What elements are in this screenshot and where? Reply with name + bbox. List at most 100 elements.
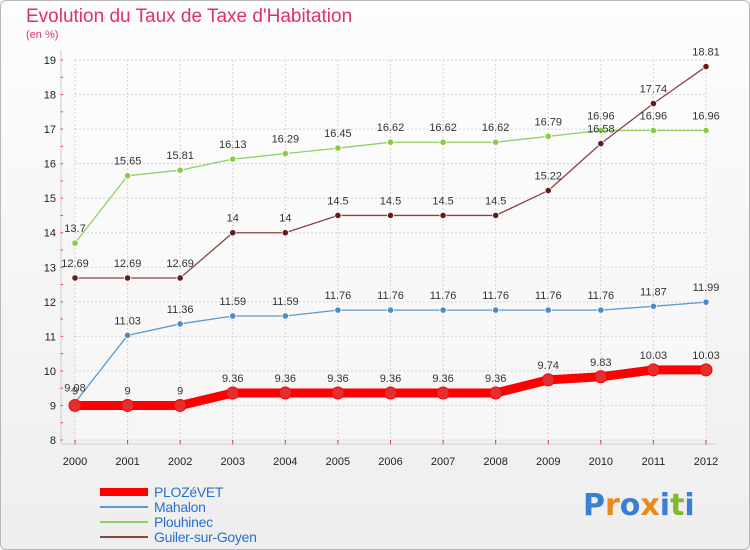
series-1-point-7 (439, 306, 447, 314)
y-tick-label-0: 8 (50, 435, 56, 447)
axes: 8 9 10 11 12 13 14 15 16 17 18 19 2000 2001 2002 2003 20… (44, 50, 718, 468)
series-3-point-8 (492, 211, 500, 220)
series-2-label-11: 16.96 (640, 110, 668, 122)
legend-label-plozevet: PLOZéVET (154, 483, 224, 500)
x-tick-label-7: 2007 (431, 456, 455, 468)
y-tick-label-1: 9 (50, 400, 56, 412)
series-0-label-9: 9.74 (538, 360, 559, 372)
legend-label-guiler: Guiler-sur-Goyen (154, 528, 257, 545)
series-2-label-3: 16.13 (219, 139, 247, 151)
series-2-point-11 (649, 126, 658, 135)
series-1-label-7: 11.76 (430, 290, 457, 302)
series-3-label-7: 14.5 (432, 195, 453, 207)
legend-item-plozevet: PLOZéVET (100, 483, 257, 500)
legend-swatch-plozevet (100, 487, 148, 496)
series-1-point-2 (176, 320, 184, 328)
y-tick-label-2: 10 (44, 366, 56, 378)
series-0-label-12: 10.03 (692, 350, 720, 362)
series-0-point-1 (121, 398, 135, 412)
y-tick-label-7: 15 (44, 193, 56, 205)
series-3-label-2: 12.69 (166, 258, 194, 270)
series-1-point-6 (386, 306, 395, 314)
y-tick-label-3: 11 (45, 331, 56, 343)
series-0-label-11: 10.03 (640, 350, 668, 362)
series-1-label-9: 11.76 (535, 290, 562, 302)
logo-letter-0: P (583, 488, 605, 523)
x-tick-label-2: 2002 (168, 456, 192, 468)
series-3-point-6 (386, 211, 395, 220)
series-3-label-5: 14.5 (327, 195, 348, 207)
series-3-label-8: 14.5 (485, 195, 506, 207)
series-0-point-0 (68, 398, 82, 412)
series-3-label-6: 14.5 (380, 195, 401, 207)
y-tick-label-11: 19 (44, 55, 56, 67)
series-0-point-2 (173, 398, 187, 412)
y-tick-label-6: 14 (44, 228, 56, 240)
x-tick-label-4: 2004 (273, 456, 297, 468)
series-0-point-4 (278, 386, 292, 400)
legend-label-mahalon: Mahalon (154, 498, 206, 515)
series-0-label-2: 9 (177, 385, 183, 397)
series-0-label-0: 9 (72, 385, 78, 397)
series-2-label-10: 16.96 (587, 110, 615, 122)
series-2-point-0 (71, 239, 79, 247)
x-tick-label-1: 2001 (115, 456, 139, 468)
legend-item-mahalon: Mahalon (100, 498, 257, 515)
series-3-label-1: 12.69 (114, 258, 142, 270)
series-2-point-3 (229, 155, 237, 163)
y-tick-label-10: 18 (44, 90, 56, 102)
y-tick-label-5: 13 (44, 262, 56, 274)
series-2-point-6 (386, 138, 395, 146)
logo-letter-4: i (659, 488, 671, 523)
x-tick-label-9: 2009 (536, 456, 560, 468)
logo-letter-1: r (605, 488, 620, 523)
series-1-point-10 (597, 306, 605, 314)
series-1-point-9 (544, 306, 552, 314)
series-0-label-6: 9.36 (380, 373, 401, 385)
legend: PLOZéVET Mahalon Plouhinec Guiler-sur-Go… (100, 483, 257, 545)
series-0-point-12 (699, 363, 713, 377)
series-1-label-3: 11.59 (219, 296, 246, 308)
series-0-point-6 (384, 386, 397, 400)
series-1-label-2: 11.36 (167, 304, 194, 316)
series-0-point-11 (646, 363, 660, 377)
series-3-point-7 (439, 211, 447, 220)
series-1-label-12: 11.99 (693, 282, 720, 294)
series-2-label-6: 16.62 (377, 122, 405, 134)
series-3-label-4: 14 (279, 213, 291, 225)
series-2-label-2: 15.81 (166, 150, 194, 162)
y-tick-label-9: 17 (44, 124, 56, 136)
x-tick-label-8: 2008 (483, 456, 507, 468)
legend-swatch-guiler (100, 535, 148, 538)
series-3-label-0: 12.69 (61, 258, 89, 270)
x-tick-label-11: 2011 (642, 456, 666, 468)
series-1-point-12 (702, 298, 710, 306)
series-2-point-10 (597, 126, 605, 135)
chart-unit: (en %) (26, 29, 59, 41)
series-0-point-7 (436, 386, 450, 400)
series-2-point-5 (334, 144, 342, 152)
series-2-point-4 (281, 150, 289, 158)
logo-letter-2: o (619, 488, 641, 523)
series-3-label-9: 15.22 (534, 171, 562, 183)
series-1-point-1 (123, 331, 132, 339)
series-1-label-5: 11.76 (325, 290, 352, 302)
series-2-label-7: 16.62 (429, 122, 457, 134)
series-0-label-4: 9.36 (275, 373, 296, 385)
series-2-label-5: 16.45 (324, 128, 352, 140)
series-1-point-3 (229, 312, 237, 320)
series-3-point-3 (229, 229, 237, 237)
series-2-label-12: 16.96 (692, 110, 720, 122)
series-2-label-8: 16.62 (482, 122, 510, 134)
series-1-point-8 (492, 306, 500, 314)
series-0-label-1: 9 (125, 385, 131, 397)
series-2-point-2 (176, 166, 184, 174)
legend-label-plouhinec: Plouhinec (154, 513, 213, 530)
series-0-point-3 (226, 386, 240, 400)
legend-item-guiler: Guiler-sur-Goyen (100, 528, 257, 545)
series-3-point-10 (597, 140, 605, 148)
series-0-label-3: 9.36 (222, 373, 243, 385)
series-0-point-10 (594, 370, 608, 384)
series-1-label-4: 11.59 (272, 296, 299, 308)
